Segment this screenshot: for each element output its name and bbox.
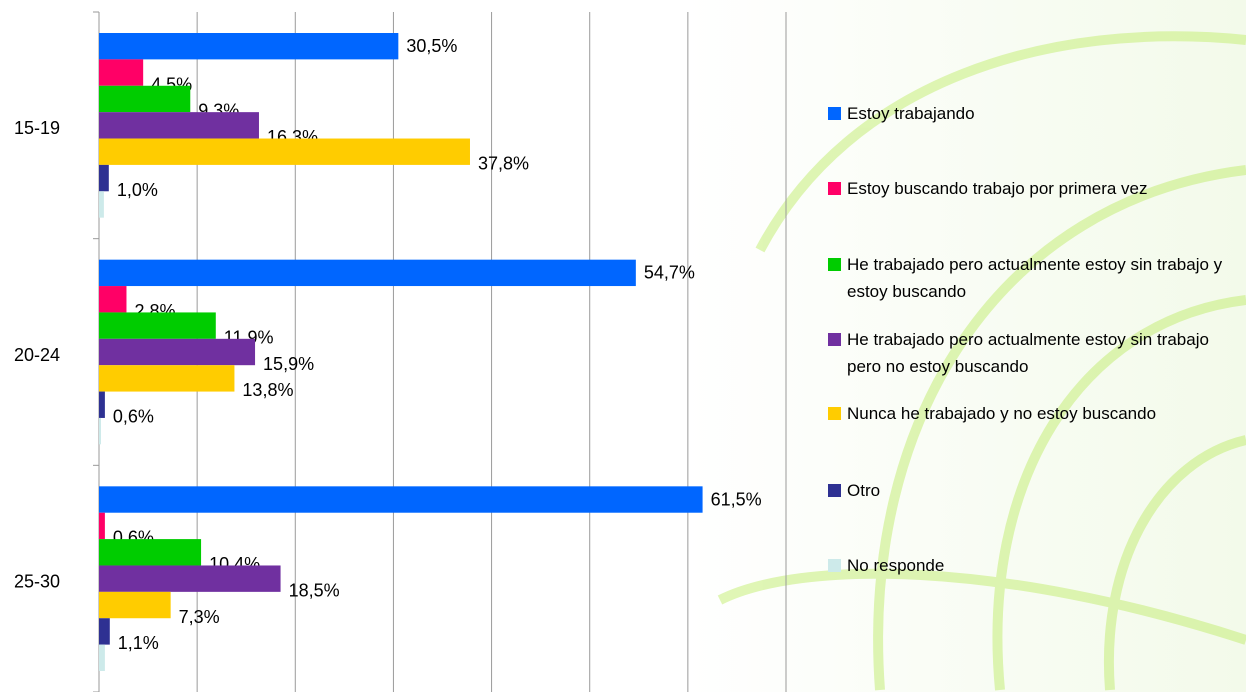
bar — [99, 59, 143, 85]
bar — [99, 539, 201, 565]
data-label: 13,8% — [242, 380, 293, 400]
bar — [99, 592, 171, 618]
legend-swatch — [828, 182, 841, 195]
bar — [99, 191, 104, 217]
bar — [99, 339, 255, 365]
data-label: 1,0% — [117, 180, 158, 200]
bar — [99, 33, 398, 59]
legend-item: Estoy buscando trabajo por primera vez — [828, 175, 1239, 202]
legend-item: He trabajado pero actualmente estoy sin … — [828, 251, 1239, 305]
data-label: 30,5% — [406, 36, 457, 56]
bar — [99, 418, 101, 444]
data-label: 0,6% — [113, 407, 154, 427]
bar — [99, 513, 105, 539]
bar — [99, 312, 216, 338]
bar — [99, 645, 105, 671]
bar — [99, 86, 190, 112]
legend-label: Estoy buscando trabajo por primera vez — [847, 175, 1239, 202]
data-label: 15,9% — [263, 354, 314, 374]
bar — [99, 139, 470, 165]
data-label: 1,1% — [118, 633, 159, 653]
legend-label: He trabajado pero actualmente estoy sin … — [847, 251, 1239, 305]
y-tick-label: 25-30 — [14, 571, 60, 591]
bar — [99, 286, 126, 312]
bar — [99, 260, 636, 286]
legend-item: No responde — [828, 552, 1239, 579]
legend-item: Otro — [828, 477, 1239, 504]
legend-label: He trabajado pero actualmente estoy sin … — [847, 326, 1239, 380]
data-label: 18,5% — [289, 580, 340, 600]
legend-item: Nunca he trabajado y no estoy buscando — [828, 400, 1239, 427]
legend-item: Estoy trabajando — [828, 100, 1239, 127]
legend-swatch — [828, 559, 841, 572]
legend-label: No responde — [847, 552, 1239, 579]
data-label: 37,8% — [478, 153, 529, 173]
y-tick-label: 20-24 — [14, 345, 60, 365]
bar — [99, 365, 234, 391]
bar — [99, 565, 281, 591]
legend-item: He trabajado pero actualmente estoy sin … — [828, 326, 1239, 380]
legend-swatch — [828, 484, 841, 497]
bar — [99, 486, 703, 512]
legend-swatch — [828, 333, 841, 346]
legend-label: Otro — [847, 477, 1239, 504]
bar — [99, 618, 110, 644]
legend-swatch — [828, 258, 841, 271]
y-tick-label: 15-19 — [14, 118, 60, 138]
bar — [99, 392, 105, 418]
page: 15-1930,5%4,5%9,3%16,3%37,8%1,0%20-2454,… — [0, 0, 1246, 692]
legend-swatch — [828, 107, 841, 120]
legend-label: Nunca he trabajado y no estoy buscando — [847, 400, 1239, 427]
data-label: 54,7% — [644, 263, 695, 283]
legend-label: Estoy trabajando — [847, 100, 1239, 127]
data-label: 61,5% — [711, 489, 762, 509]
legend-swatch — [828, 407, 841, 420]
data-label: 7,3% — [179, 607, 220, 627]
bar — [99, 112, 259, 138]
bar — [99, 165, 109, 191]
